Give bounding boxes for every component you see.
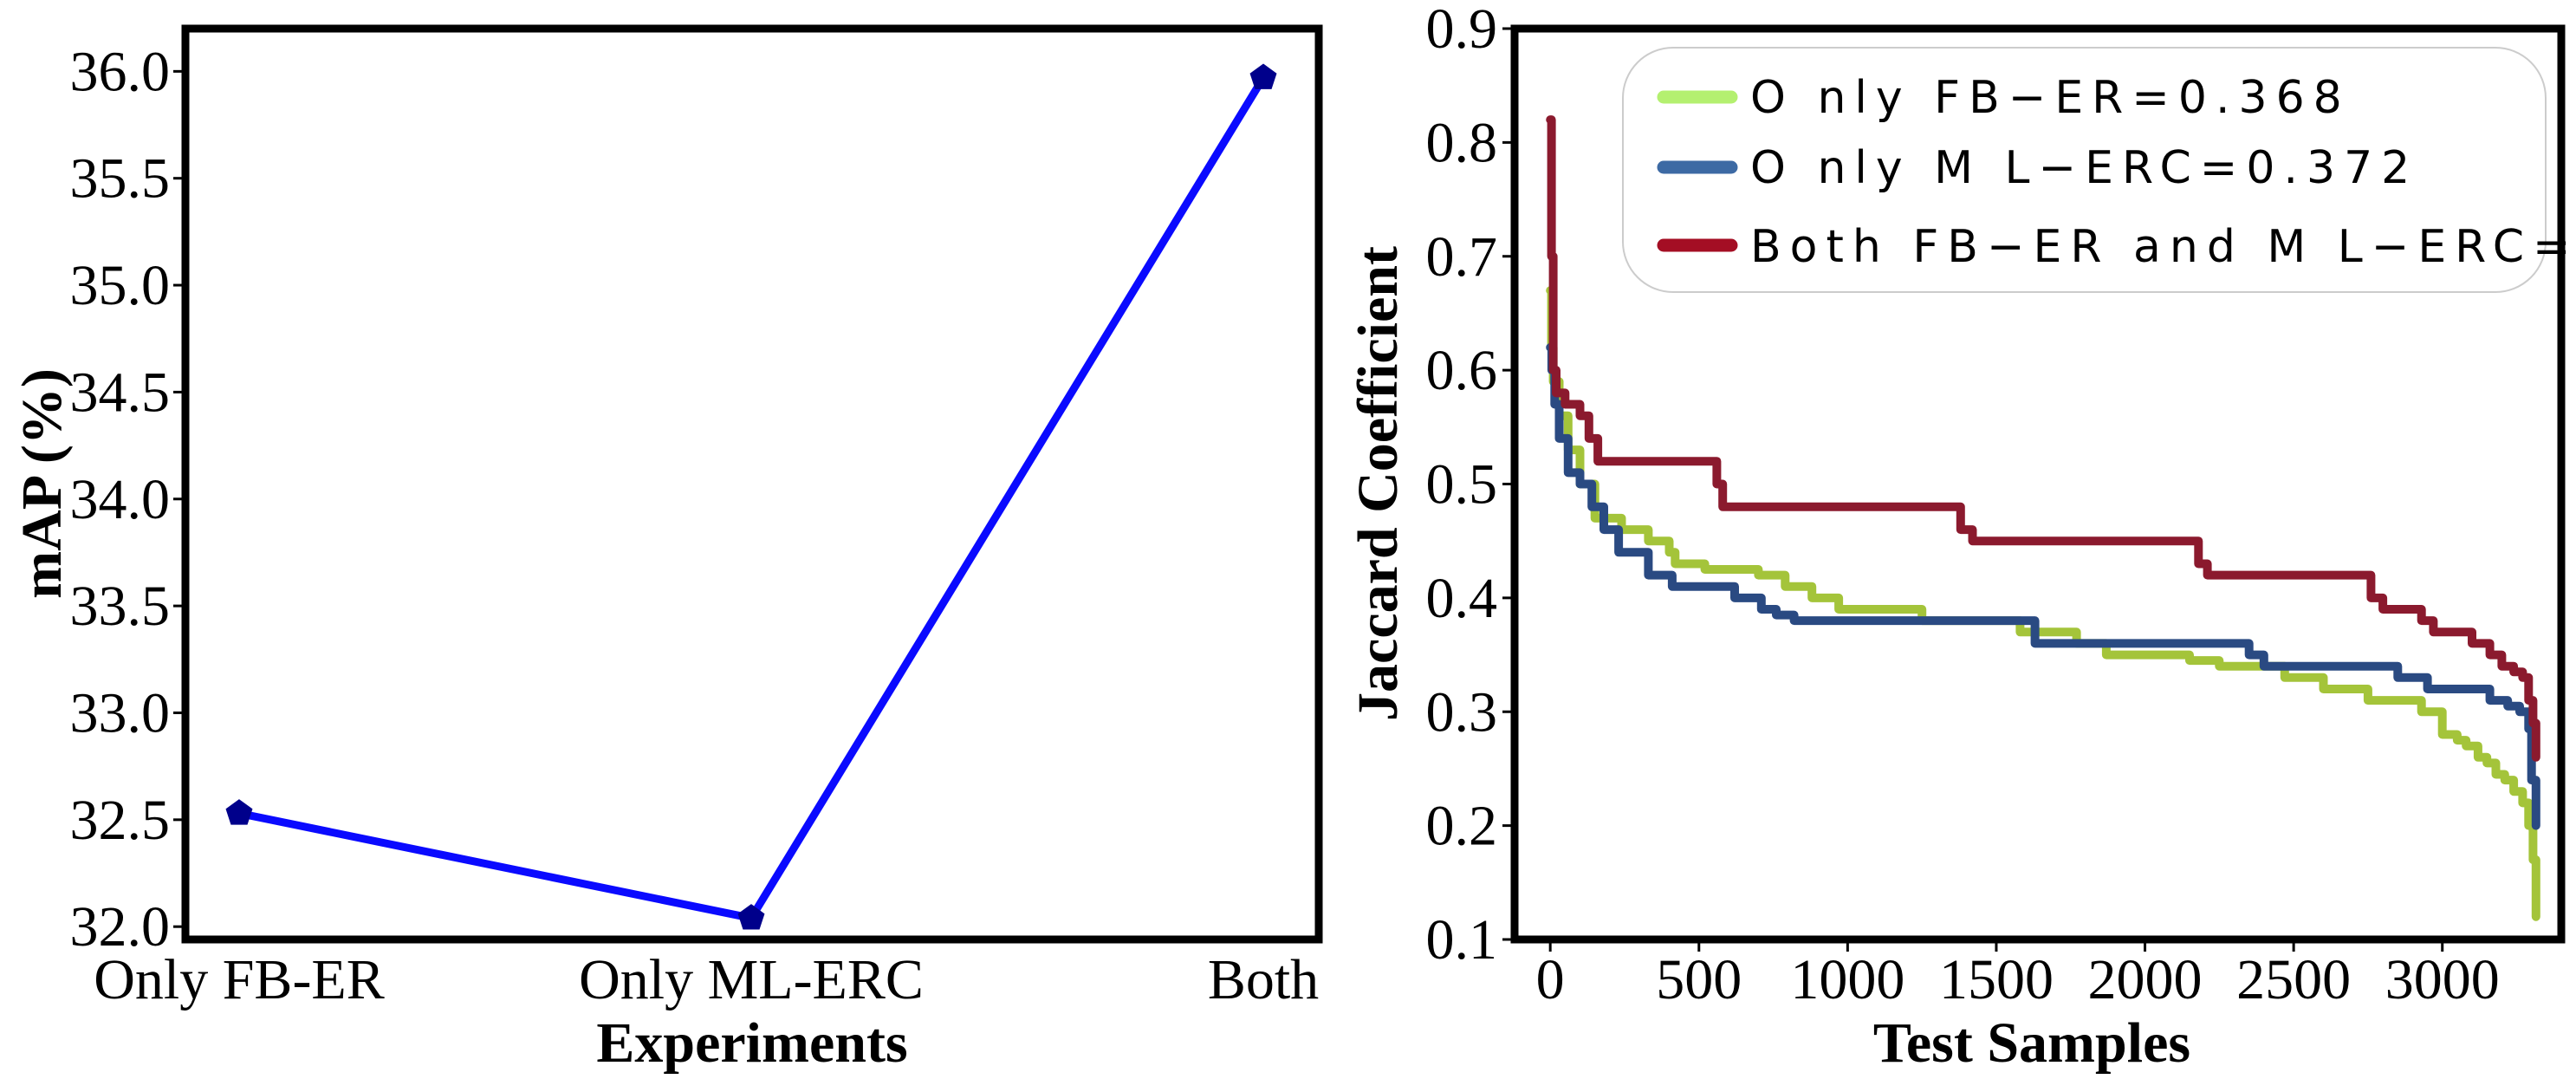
- jaccard-y-tick-label: 0.6: [1426, 339, 1498, 402]
- jaccard-x-tick-label: 1000: [1790, 948, 1904, 1011]
- map-y-tick-label: 33.5: [70, 575, 171, 638]
- map-point-only-fb-er: [225, 799, 253, 825]
- legend-label-only-ml-erc: O nly M L−ERC=0.372: [1750, 142, 2418, 194]
- map-y-tick-label: 34.5: [70, 361, 171, 424]
- map-x-ticks: Only FB-ER Only ML-ERC Both: [94, 948, 1319, 1011]
- map-point-both: [1249, 63, 1277, 89]
- jaccard-y-tick-label: 0.3: [1426, 680, 1498, 744]
- jaccard-x-tick-label: 500: [1656, 948, 1742, 1011]
- map-y-tick-label: 35.5: [70, 147, 171, 211]
- map-y-tick-label: 32.5: [70, 789, 171, 852]
- jaccard-y-tick-label: 0.4: [1426, 567, 1498, 630]
- jaccard-x-tick-label: 1500: [1939, 948, 2054, 1011]
- legend-label-both: Both FB−ER and M L−ERC=0.450: [1750, 221, 2576, 273]
- jaccard-legend: O nly FB−ER=0.368 O nly M L−ERC=0.372 Bo…: [1622, 47, 2576, 293]
- jaccard-y-tick-label: 0.2: [1426, 795, 1498, 858]
- jaccard-x-tick-label: 3000: [2385, 948, 2500, 1011]
- map-y-tick-label: 35.0: [70, 254, 171, 317]
- jaccard-x-tick-label: 0: [1536, 948, 1565, 1011]
- map-point-only-ml-erc: [737, 904, 765, 930]
- jaccard-y-axis-title: Jaccard Coefficient: [1346, 246, 1410, 721]
- map-x-tick-label-only-fb-er: Only FB-ER: [94, 948, 385, 1011]
- jaccard-y-tick-label: 0.7: [1426, 225, 1498, 289]
- jaccard-series-both-fb-er-and-ml-erc-0-450: [1546, 115, 2540, 762]
- legend-box: [1622, 47, 2547, 293]
- jaccard-y-tick-label: 0.5: [1426, 453, 1498, 517]
- jaccard-y-tick-label: 0.9: [1426, 0, 1498, 61]
- map-y-tick-label: 32.0: [70, 895, 171, 959]
- map-series-lines: [238, 75, 1267, 922]
- jaccard-series-only-ml-erc-0-372: [1546, 342, 2540, 830]
- jaccard-series-lines: [1546, 115, 2540, 921]
- map-y-tick-label: 33.0: [70, 681, 171, 744]
- map-chart: 32.0 32.5 33.0 33.5 34.0 34.5 35.0 35.5 36.0 Onl…: [10, 24, 1323, 1075]
- map-y-tick-label: 34.0: [70, 468, 171, 531]
- jaccard-y-tick-label: 0.8: [1426, 111, 1498, 174]
- jaccard-x-ticks: 0 500 1000 1500 2000 2500 3000: [1536, 939, 2500, 1011]
- jaccard-x-axis-title: Test Samples: [1873, 1011, 2190, 1075]
- map-x-axis-title: Experiments: [596, 1011, 907, 1075]
- map-series-line: [238, 75, 1267, 922]
- jaccard-x-tick-label: 2500: [2236, 948, 2351, 1011]
- map-x-tick-label-only-ml-erc: Only ML-ERC: [579, 948, 924, 1011]
- jaccard-y-ticks: 0.1 0.2 0.3 0.4 0.5 0.6 0.7 0.8 0.9: [1426, 0, 1515, 972]
- map-plot-frame: [181, 24, 1323, 944]
- map-y-ticks: 32.0 32.5 33.0 33.5 34.0 34.5 35.0 35.5 36.0: [70, 40, 185, 959]
- map-x-tick-label-both: Both: [1208, 948, 1319, 1011]
- map-y-tick-label: 36.0: [70, 40, 171, 103]
- jaccard-series-only-fb-er-0-368: [1546, 286, 2540, 921]
- legend-label-only-fb-er: O nly FB−ER=0.368: [1750, 72, 2351, 124]
- map-series-markers: [225, 63, 1277, 930]
- map-y-axis-title: mAP (%): [10, 368, 74, 599]
- jaccard-x-tick-label: 2000: [2088, 948, 2203, 1011]
- jaccard-chart: 0.1 0.2 0.3 0.4 0.5 0.6 0.7 0.8 0.9 0 500 1000 1500…: [1346, 0, 2576, 1075]
- jaccard-y-tick-label: 0.1: [1426, 908, 1498, 972]
